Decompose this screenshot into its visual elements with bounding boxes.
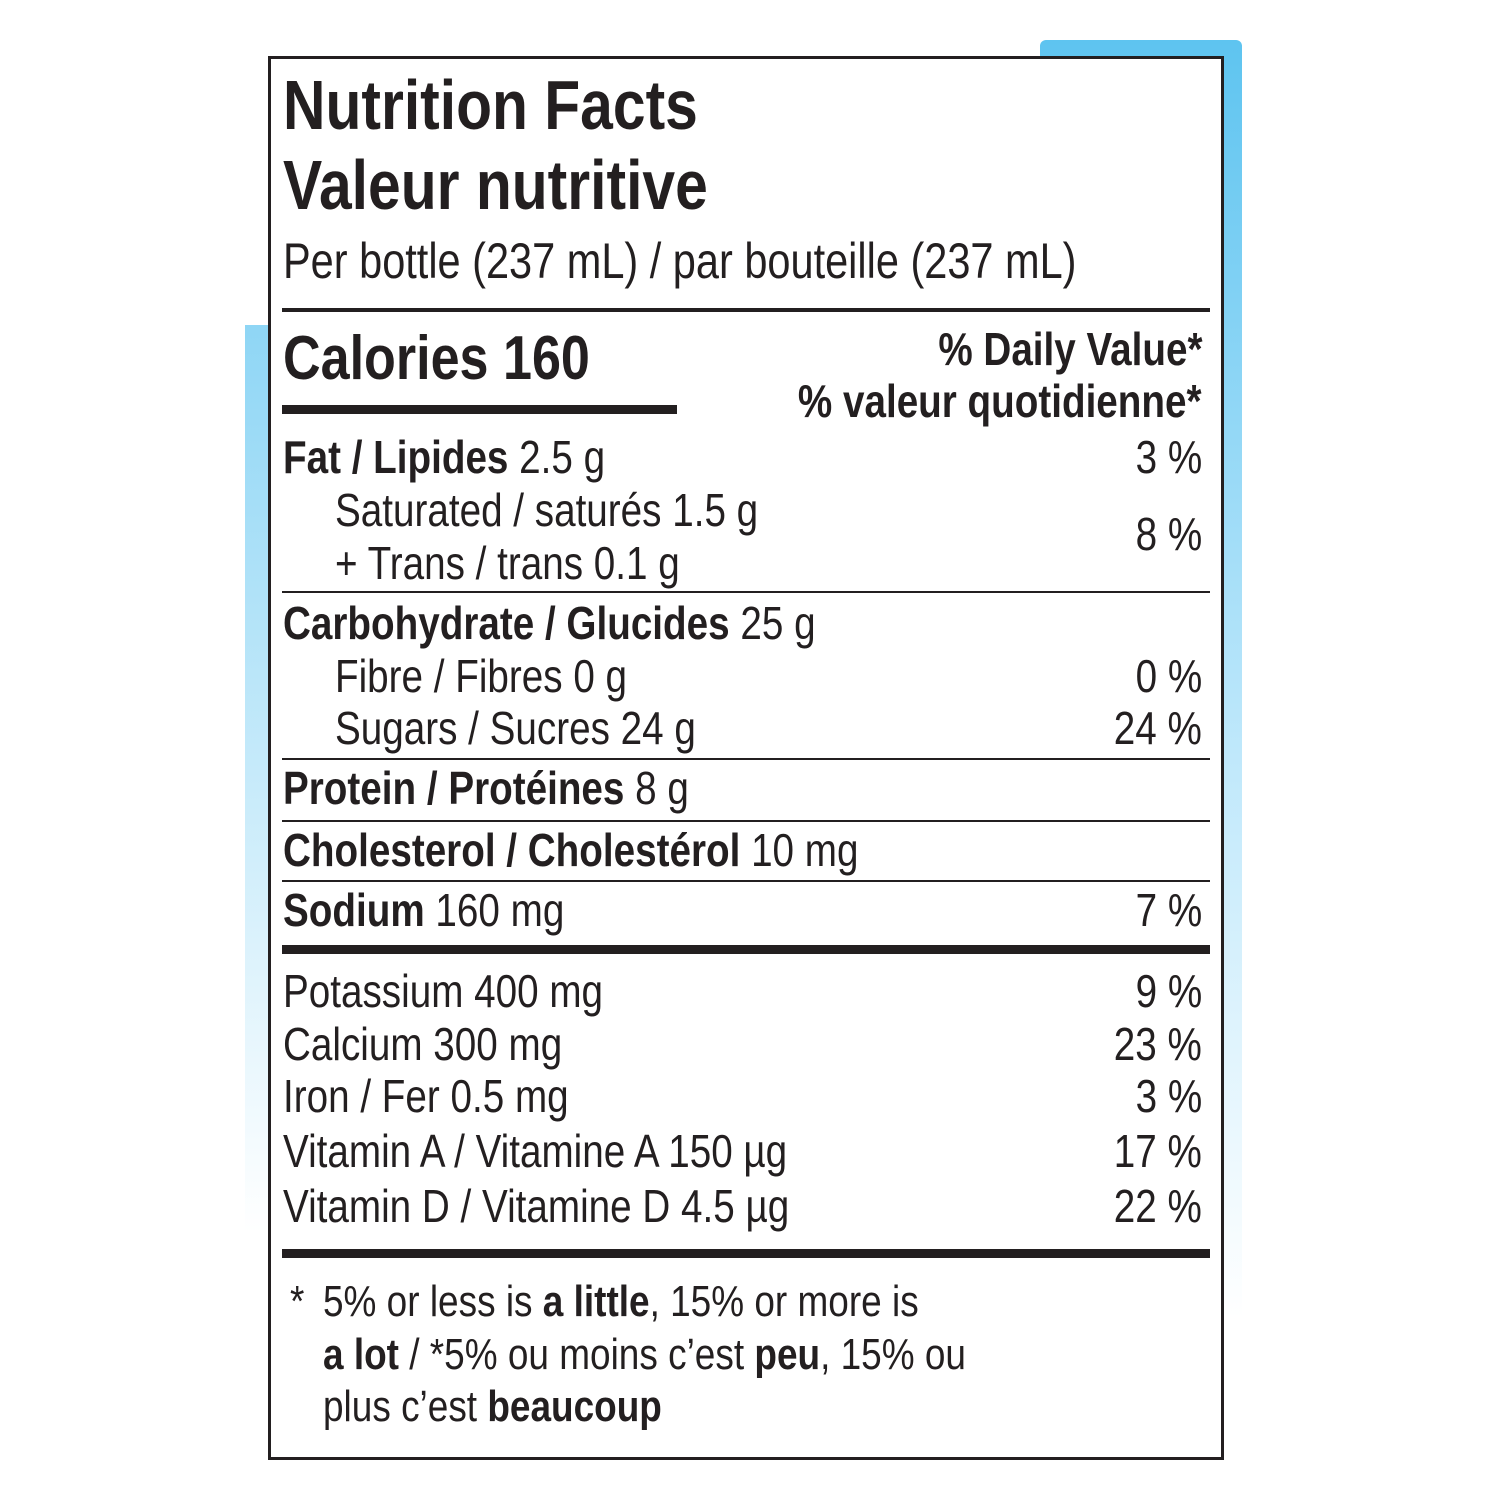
nutrient-label: Iron / Fer [283, 1070, 440, 1122]
daily-value: 22 % [1113, 1180, 1202, 1232]
nutrient-label: Cholesterol / Cholestérol [283, 824, 741, 876]
daily-value: 17 % [1113, 1125, 1202, 1177]
nutrient-row: Fibre / Fibres 0 g [335, 653, 627, 699]
nutrient-row: Sugars / Sucres 24 g [335, 705, 696, 751]
nutrient-label: Potassium [283, 965, 464, 1017]
nutrient-row: Protein / Protéines 8 g [283, 765, 689, 811]
daily-value: 8 % [1135, 508, 1202, 560]
calories-label: Calories [283, 324, 489, 393]
daily-value: 7 % [1135, 884, 1202, 936]
nutrient-amount: 8 g [635, 762, 689, 814]
nutrient-label: Protein / Protéines [283, 762, 625, 814]
rule [282, 591, 1210, 593]
footnote-line: plus c’est beaucoup [323, 1385, 662, 1429]
footnote-text: , 15% ou [820, 1330, 966, 1379]
rule [282, 308, 1210, 312]
nutrient-row: Iron / Fer 0.5 mg [283, 1073, 569, 1119]
nutrient-amount: 1.5 g [672, 484, 759, 536]
nutrient-amount: 24 g [620, 702, 696, 754]
nutrient-label: Vitamin A / Vitamine A [283, 1125, 658, 1177]
daily-value: 3 % [1135, 1070, 1202, 1122]
nutrient-amount: 0.5 mg [450, 1070, 569, 1122]
footnote-bold: a little [542, 1277, 650, 1326]
nutrient-amount: 25 g [740, 597, 816, 649]
nutrient-amount: 2.5 g [519, 431, 606, 483]
nutrient-amount: 300 mg [433, 1018, 563, 1070]
rule [282, 820, 1210, 822]
nutrient-label: Fat / Lipides [283, 431, 509, 483]
nutrient-row: Sodium 160 mg [283, 887, 564, 933]
nutrient-amount: 150 µg [668, 1125, 788, 1177]
nutrient-amount: 160 mg [435, 884, 565, 936]
daily-value: 9 % [1135, 965, 1202, 1017]
nutrient-row: Carbohydrate / Glucides 25 g [283, 600, 816, 646]
nutrient-label: Vitamin D / Vitamine D [283, 1180, 671, 1232]
nutrient-row: + Trans / trans 0.1 g [335, 540, 680, 586]
nutrient-row: Fat / Lipides 2.5 g [283, 434, 605, 480]
nutrient-label: + Trans / trans [335, 537, 584, 589]
title: Nutrition Facts [283, 66, 698, 144]
serving: Per bottle (237 mL) / par bouteille (237… [283, 233, 1077, 289]
nutrient-amount: 0.1 g [593, 537, 680, 589]
footnote-text: , 15% or more is [649, 1277, 919, 1326]
nutrient-row: Calcium 300 mg [283, 1021, 562, 1067]
calories: Calories 160 [283, 328, 590, 390]
nutrient-row: Cholesterol / Cholestérol 10 mg [283, 827, 858, 873]
nutrient-row: Vitamin A / Vitamine A 150 µg [283, 1128, 787, 1174]
nutrient-amount: 4.5 µg [681, 1180, 790, 1232]
daily-value: 0 % [1135, 650, 1202, 702]
footnote-asterisk: * [290, 1277, 305, 1326]
nutrient-label: Calcium [283, 1018, 423, 1070]
footnote-bold: a lot [323, 1330, 399, 1379]
nutrient-amount: 0 g [573, 650, 628, 702]
nutrient-label: Fibre / Fibres [335, 650, 563, 702]
daily-value: 24 % [1113, 702, 1202, 754]
nutrient-amount: 10 mg [751, 824, 859, 876]
footnote-line: a lot / *5% ou moins c’est peu, 15% ou [323, 1333, 966, 1377]
nutrient-row: Vitamin D / Vitamine D 4.5 µg [283, 1183, 789, 1229]
nutrient-label: Carbohydrate / Glucides [283, 597, 730, 649]
daily-value: 3 % [1135, 431, 1202, 483]
footnote-bold: peu [754, 1330, 821, 1379]
rule [282, 758, 1210, 760]
rule [282, 945, 1210, 954]
footnote-text: / *5% ou moins c’est [398, 1330, 755, 1379]
dv-header: % Daily Value* [937, 323, 1202, 375]
calories-value: 160 [503, 324, 590, 393]
rule [282, 405, 677, 414]
nutrient-label: Saturated / saturés [335, 484, 662, 536]
rule [282, 880, 1210, 882]
nutrient-row: Saturated / saturés 1.5 g [335, 487, 758, 533]
nutrient-row: Potassium 400 mg [283, 968, 603, 1014]
nutrient-label: Sodium [283, 884, 425, 936]
nutrient-label: Sugars / Sucres [335, 702, 610, 754]
rule [282, 1249, 1210, 1258]
footnote-text: 5% or less is [323, 1277, 543, 1326]
title-fr: Valeur nutritive [283, 146, 708, 224]
footnote-line: 5% or less is a little, 15% or more is [323, 1280, 919, 1324]
dv-header-fr: % valeur quotidienne* [798, 375, 1202, 427]
nutrient-amount: 400 mg [474, 965, 604, 1017]
footnote-text: plus c’est [323, 1382, 488, 1431]
footnote-bold: beaucoup [487, 1382, 662, 1431]
daily-value: 23 % [1113, 1018, 1202, 1070]
